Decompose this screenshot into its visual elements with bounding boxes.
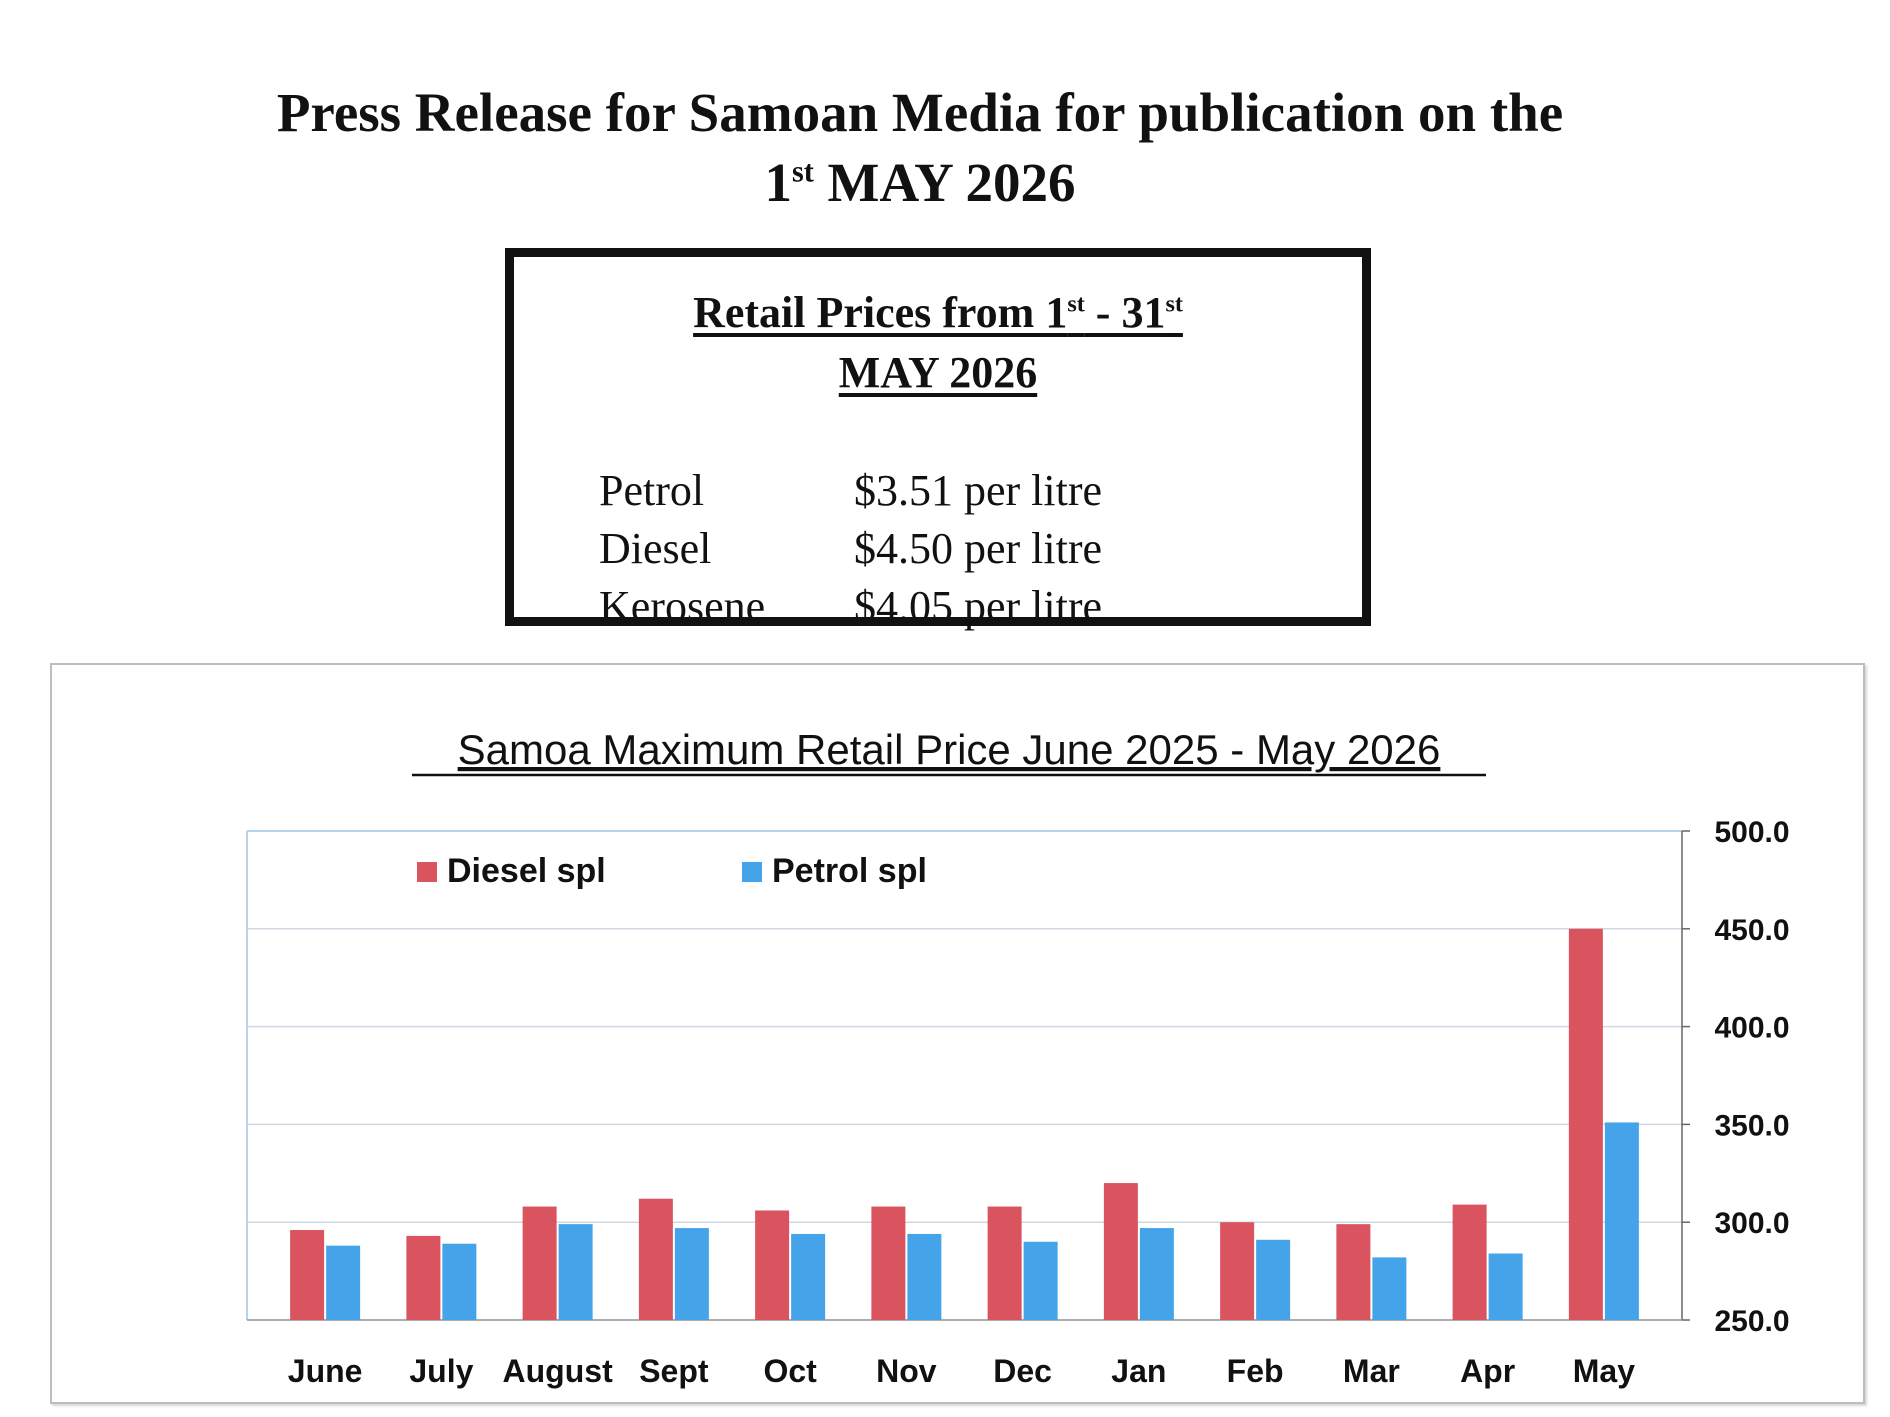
diesel-bar [522,1206,557,1320]
petrol-bar [442,1243,477,1320]
price-box-title-line2: MAY 2026 [838,348,1038,397]
headline-date-rest: MAY 2026 [813,152,1076,213]
x-tick-label: Jan [1111,1353,1166,1389]
y-tick-label: 350.0 [1714,1109,1789,1142]
diesel-bar [1103,1183,1138,1320]
fuel-price: $3.51 per litre [854,465,1103,515]
x-tick-label: Nov [876,1353,937,1389]
retail-price-box: Retail Prices from 1st - 31st MAY 2026 P… [505,248,1371,631]
diesel-bar [755,1210,790,1320]
petrol-bar [1023,1241,1058,1320]
price-box-title-mid: - 31 [1084,288,1166,337]
petrol-bar [1604,1122,1639,1320]
petrol-bar [1488,1253,1523,1320]
x-tick-label: June [288,1353,363,1389]
retail-price-chart: Samoa Maximum Retail Price June 2025 - M… [246,726,1790,1389]
diesel-bar [1452,1204,1487,1320]
price-box-title-sup1: st [1067,290,1085,318]
diesel-bar [987,1206,1022,1320]
diesel-bar [1568,928,1603,1320]
diesel-bar [1336,1224,1371,1320]
diesel-bar [871,1206,906,1320]
y-tick-label: 300.0 [1714,1207,1789,1240]
x-tick-label: Apr [1460,1353,1515,1389]
price-row-kerosene: Kerosene $4.05 per litre [599,577,1102,635]
fuel-name: Petrol [599,465,705,515]
fuel-name: Diesel [599,523,712,573]
chart-title: Samoa Maximum Retail Price June 2025 - M… [458,726,1441,773]
petrol-bar [558,1224,593,1320]
headline-date-suffix: st [791,154,814,189]
petrol-bar [326,1245,361,1320]
x-tick-label: Dec [993,1353,1052,1389]
price-box-title-sup2: st [1165,290,1183,318]
legend-label-diesel: Diesel spl [447,852,606,890]
petrol-bar [907,1233,942,1320]
fuel-name: Kerosene [599,581,766,631]
x-tick-label: Oct [763,1353,817,1389]
petrol-bar [791,1233,826,1320]
diesel-bar [406,1235,441,1320]
price-box-title-line1: Retail Prices from 1st - 31st [514,283,1362,343]
price-box-title-prefix: Retail Prices from 1 [693,288,1068,337]
x-tick-label: July [409,1353,473,1389]
chart-frame: Samoa Maximum Retail Price June 2025 - M… [50,663,1865,1404]
y-tick-label: 250.0 [1714,1305,1789,1338]
petrol-bar [674,1228,709,1320]
headline-line2: 1st MAY 2026 [150,148,1690,218]
press-release-headline: Press Release for Samoan Media for publi… [150,78,1690,218]
legend-label-petrol: Petrol spl [772,852,927,890]
x-tick-label: May [1573,1353,1635,1389]
price-row-diesel: Diesel $4.50 per litre [599,519,1102,577]
headline-date-day: 1 [764,152,792,213]
price-box-title: Retail Prices from 1st - 31st MAY 2026 [514,283,1362,403]
diesel-bar [290,1230,325,1320]
x-tick-label: Feb [1227,1353,1284,1389]
x-tick-label: August [503,1353,614,1389]
legend-swatch-diesel [417,862,437,882]
price-list: Petrol $3.51 per litre Diesel $4.50 per … [599,461,1102,635]
petrol-bar [1372,1257,1407,1320]
price-row-petrol: Petrol $3.51 per litre [599,461,1102,519]
petrol-bar [1139,1228,1174,1320]
x-tick-label: Mar [1343,1353,1400,1389]
fuel-price: $4.50 per litre [854,523,1103,573]
y-tick-label: 500.0 [1714,816,1789,849]
headline-line1: Press Release for Samoan Media for publi… [276,82,1564,143]
y-tick-label: 400.0 [1714,1012,1789,1045]
diesel-bar [638,1198,673,1320]
petrol-bar [1256,1239,1291,1320]
legend-swatch-petrol [742,862,762,882]
y-tick-label: 450.0 [1714,914,1789,947]
diesel-bar [1220,1222,1255,1320]
fuel-price: $4.05 per litre [854,581,1103,631]
x-tick-label: Sept [639,1353,709,1389]
